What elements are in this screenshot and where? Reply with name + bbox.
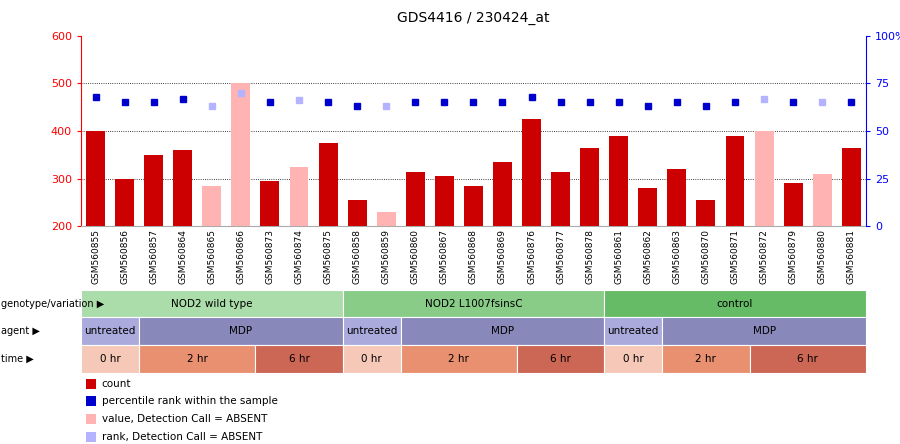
Text: genotype/variation ▶: genotype/variation ▶	[1, 299, 104, 309]
Bar	[668, 169, 687, 226]
Text: NOD2 wild type: NOD2 wild type	[171, 299, 253, 309]
Bar	[319, 143, 338, 226]
Bar	[551, 171, 570, 226]
Text: value, Detection Call = ABSENT: value, Detection Call = ABSENT	[102, 414, 267, 424]
Text: 2 hr: 2 hr	[696, 354, 716, 364]
Bar	[725, 136, 744, 226]
Text: rank, Detection Call = ABSENT: rank, Detection Call = ABSENT	[102, 432, 262, 442]
Text: agent ▶: agent ▶	[1, 326, 40, 336]
Bar	[115, 179, 134, 226]
Bar	[638, 188, 657, 226]
Text: 6 hr: 6 hr	[797, 354, 818, 364]
Text: NOD2 L1007fsinsC: NOD2 L1007fsinsC	[425, 299, 522, 309]
Bar	[842, 148, 860, 226]
Bar	[290, 167, 309, 226]
Bar	[144, 155, 163, 226]
Text: count: count	[102, 379, 131, 388]
Bar	[435, 176, 454, 226]
Bar	[697, 200, 716, 226]
Bar	[493, 162, 512, 226]
Text: GDS4416 / 230424_at: GDS4416 / 230424_at	[397, 11, 550, 25]
Text: 6 hr: 6 hr	[289, 354, 310, 364]
Text: 2 hr: 2 hr	[187, 354, 208, 364]
Bar	[260, 181, 279, 226]
Bar	[754, 131, 773, 226]
Bar	[231, 83, 250, 226]
Text: 0 hr: 0 hr	[100, 354, 121, 364]
Text: time ▶: time ▶	[1, 354, 33, 364]
Text: untreated: untreated	[85, 326, 136, 336]
Text: control: control	[716, 299, 753, 309]
Bar	[406, 171, 425, 226]
Bar	[522, 119, 541, 226]
Text: 0 hr: 0 hr	[623, 354, 644, 364]
Text: percentile rank within the sample: percentile rank within the sample	[102, 396, 277, 406]
Bar	[202, 186, 221, 226]
Bar	[174, 150, 193, 226]
Bar	[86, 131, 105, 226]
Text: MDP: MDP	[491, 326, 514, 336]
Bar	[784, 183, 803, 226]
Text: MDP: MDP	[752, 326, 776, 336]
Bar	[813, 174, 832, 226]
Text: 6 hr: 6 hr	[550, 354, 571, 364]
Text: MDP: MDP	[230, 326, 252, 336]
Text: untreated: untreated	[608, 326, 659, 336]
Bar	[377, 212, 396, 226]
Bar	[347, 200, 366, 226]
Bar	[609, 136, 628, 226]
Bar	[464, 186, 482, 226]
Text: 2 hr: 2 hr	[448, 354, 469, 364]
Bar	[580, 148, 599, 226]
Text: untreated: untreated	[346, 326, 398, 336]
Text: 0 hr: 0 hr	[361, 354, 382, 364]
